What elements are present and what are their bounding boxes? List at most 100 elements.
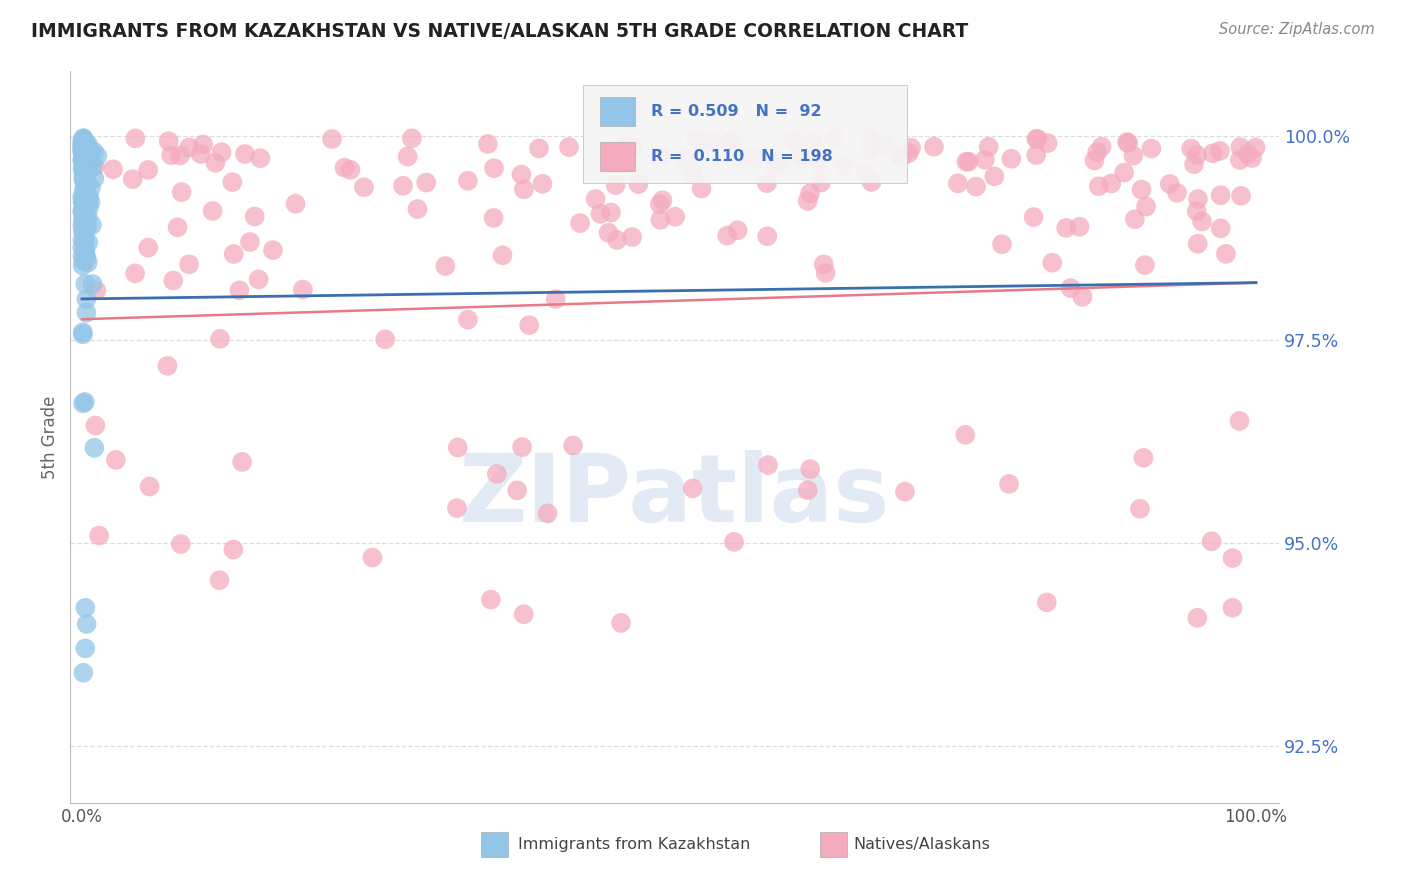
Point (1130, 183, 1153, 197)
Point (946, 176, 969, 190)
Point (768, 154, 790, 169)
Point (1099, 177, 1122, 191)
Point (75, 641, 97, 656)
Point (76, 219, 98, 234)
Point (73, 231, 96, 245)
Point (1182, 157, 1205, 171)
Point (101, 162, 124, 177)
Point (76, 145, 98, 160)
Point (965, 179, 987, 194)
Point (477, 136, 499, 151)
Point (321, 132, 343, 146)
Point (1122, 148, 1144, 162)
Point (723, 535, 745, 549)
Point (755, 176, 778, 190)
FancyBboxPatch shape (481, 832, 508, 857)
Point (894, 484, 917, 499)
Point (598, 226, 620, 240)
Point (479, 592, 502, 607)
Point (600, 205, 623, 219)
Text: IMMIGRANTS FROM KAZAKHSTAN VS NATIVE/ALASKAN 5TH GRADE CORRELATION CHART: IMMIGRANTS FROM KAZAKHSTAN VS NATIVE/ALA… (31, 22, 969, 41)
Point (797, 483, 820, 497)
Point (87, 528, 110, 542)
Y-axis label: 5th Grade: 5th Grade (41, 395, 59, 479)
Point (1222, 551, 1244, 566)
Point (72, 223, 94, 237)
Point (544, 292, 567, 306)
Point (890, 150, 912, 164)
Point (222, 247, 245, 261)
Point (1022, 210, 1045, 224)
Point (73, 234, 96, 248)
Point (72, 173, 94, 187)
Point (76, 617, 98, 632)
Point (1036, 595, 1059, 609)
Point (179, 257, 201, 271)
Point (621, 230, 644, 244)
Point (396, 150, 419, 164)
Point (73, 153, 96, 167)
Point (79, 194, 101, 209)
Point (72, 137, 94, 152)
Point (1187, 236, 1209, 251)
Point (72, 194, 94, 209)
Point (1135, 200, 1157, 214)
Point (73, 166, 96, 180)
Point (897, 146, 920, 161)
Point (1140, 141, 1163, 155)
Point (72, 169, 94, 184)
Point (284, 196, 307, 211)
Point (682, 481, 704, 495)
Point (72, 224, 94, 238)
Point (86, 149, 108, 163)
Point (231, 455, 253, 469)
Point (204, 155, 226, 169)
Point (1083, 153, 1105, 168)
Point (621, 140, 644, 154)
Point (75, 305, 97, 319)
Point (589, 207, 612, 221)
Point (228, 283, 250, 297)
Point (792, 152, 814, 166)
Point (170, 185, 193, 199)
Point (70, 240, 93, 254)
Point (211, 145, 233, 160)
Point (813, 257, 835, 271)
Point (510, 440, 533, 454)
Point (756, 229, 779, 244)
Point (136, 162, 159, 177)
Point (72, 253, 94, 268)
Point (70, 142, 93, 156)
Point (162, 273, 184, 287)
Point (72, 137, 94, 152)
Point (517, 318, 540, 332)
Point (1040, 256, 1063, 270)
Point (136, 241, 159, 255)
Point (1187, 192, 1209, 206)
Point (457, 312, 479, 326)
Point (75, 166, 97, 180)
Point (807, 155, 830, 169)
Point (1185, 204, 1208, 219)
Point (1191, 214, 1213, 228)
Point (531, 177, 554, 191)
Point (1166, 186, 1188, 200)
Point (727, 223, 749, 237)
Point (75, 292, 97, 306)
Point (75, 223, 97, 237)
Point (291, 283, 314, 297)
Point (922, 139, 945, 153)
Point (72, 203, 94, 218)
Point (1222, 600, 1244, 615)
Point (730, 151, 752, 165)
Point (605, 178, 627, 193)
Point (79, 143, 101, 157)
Point (191, 137, 214, 152)
Point (70, 153, 93, 168)
Point (72, 325, 94, 339)
Point (77, 211, 100, 225)
Point (72, 214, 94, 228)
Point (401, 131, 423, 145)
Point (222, 542, 245, 557)
Point (650, 149, 672, 163)
